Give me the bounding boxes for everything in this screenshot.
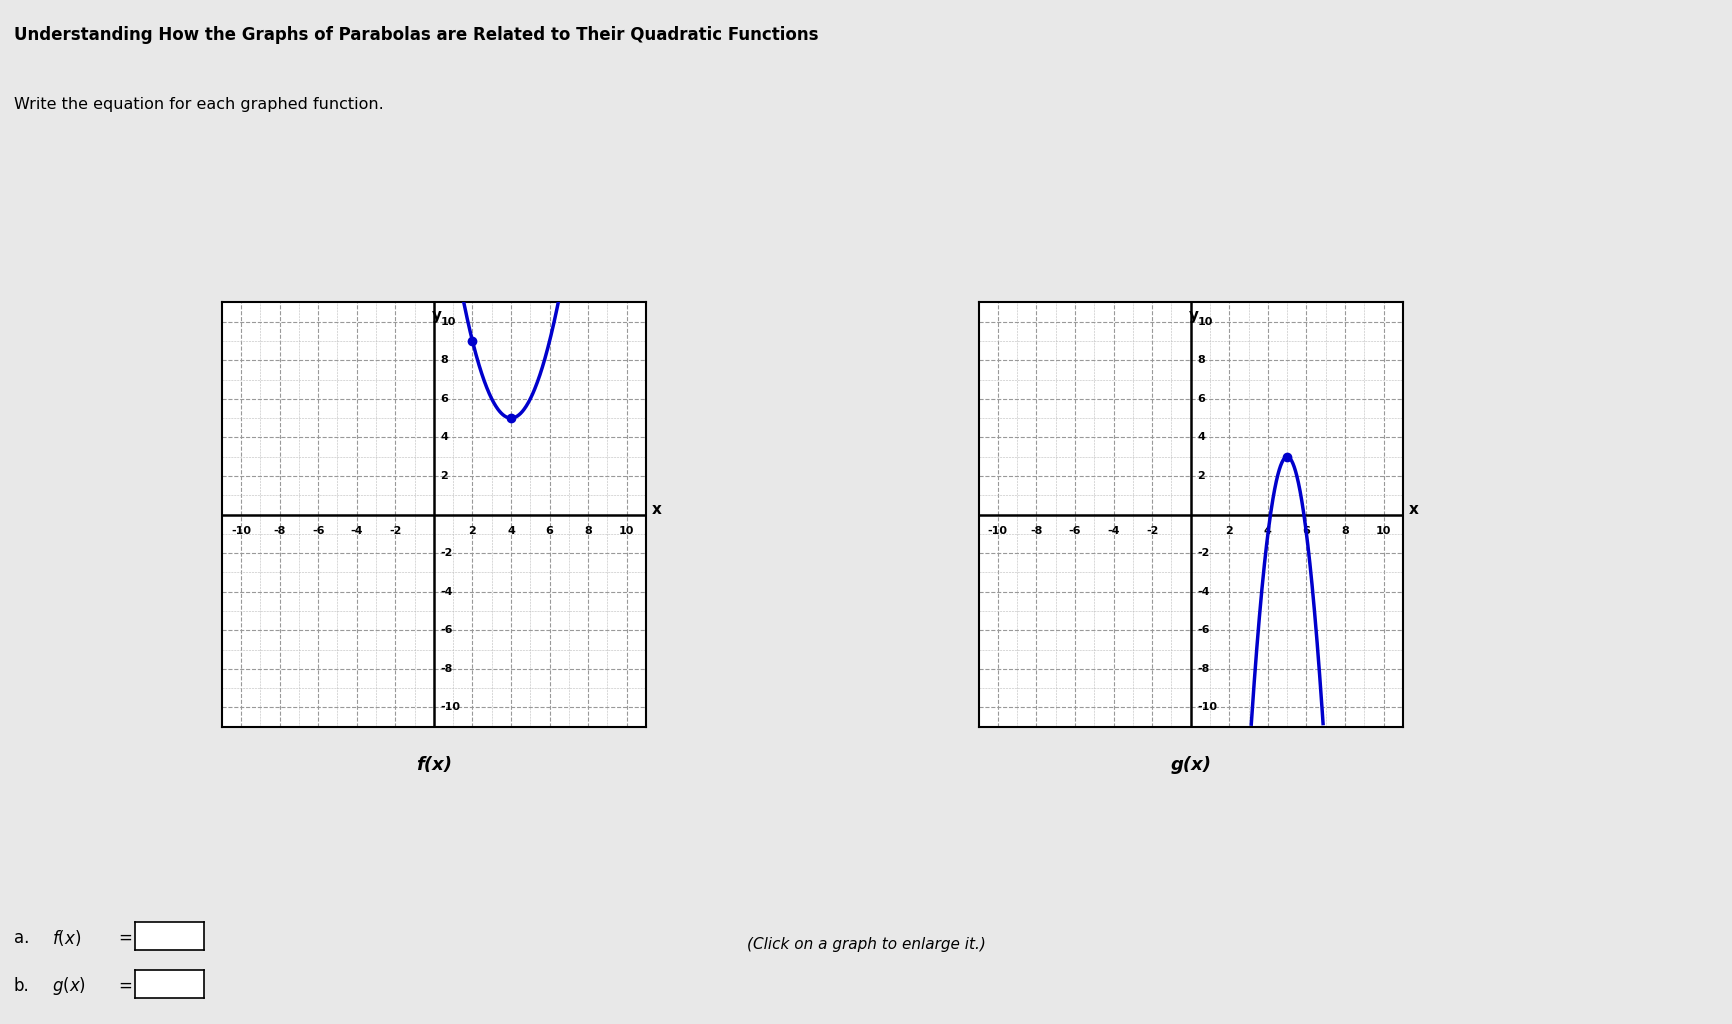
Text: -6: -6	[312, 526, 324, 537]
Text: a.: a.	[14, 929, 29, 947]
Text: -8: -8	[1031, 526, 1043, 537]
Text: x: x	[1408, 502, 1419, 517]
Text: -6: -6	[1069, 526, 1081, 537]
Text: 10: 10	[618, 526, 634, 537]
Text: Understanding How the Graphs of Parabolas are Related to Their Quadratic Functio: Understanding How the Graphs of Parabola…	[14, 26, 818, 44]
Text: x: x	[651, 502, 662, 517]
Text: $g(x)$: $g(x)$	[52, 975, 87, 997]
Text: Write the equation for each graphed function.: Write the equation for each graphed func…	[14, 97, 383, 113]
Text: -10: -10	[230, 526, 251, 537]
Text: $f(x)$: $f(x)$	[52, 928, 81, 948]
Text: f(x): f(x)	[416, 757, 452, 774]
Text: =: =	[118, 977, 132, 995]
Text: -6: -6	[1197, 626, 1211, 635]
Text: 2: 2	[1226, 526, 1233, 537]
Text: -4: -4	[1197, 587, 1211, 597]
Text: 4: 4	[440, 432, 449, 442]
Text: b.: b.	[14, 977, 29, 995]
Text: -10: -10	[987, 526, 1008, 537]
Text: 10: 10	[1375, 526, 1391, 537]
Text: -8: -8	[440, 664, 454, 674]
Text: 6: 6	[546, 526, 554, 537]
Text: g(x): g(x)	[1171, 757, 1211, 774]
Text: 6: 6	[1197, 394, 1205, 403]
Text: 6: 6	[1302, 526, 1311, 537]
Text: 4: 4	[1197, 432, 1205, 442]
Text: y: y	[433, 308, 442, 324]
Text: 8: 8	[584, 526, 592, 537]
Text: (Click on a graph to enlarge it.): (Click on a graph to enlarge it.)	[746, 937, 986, 952]
Text: -10: -10	[440, 702, 461, 713]
Text: 2: 2	[1197, 471, 1205, 481]
Text: -2: -2	[390, 526, 402, 537]
Text: 6: 6	[440, 394, 449, 403]
Text: 8: 8	[1341, 526, 1349, 537]
Text: 4: 4	[1264, 526, 1271, 537]
Text: y: y	[1190, 308, 1199, 324]
Text: -8: -8	[274, 526, 286, 537]
Text: -10: -10	[1197, 702, 1218, 713]
Text: -8: -8	[1197, 664, 1211, 674]
Text: -2: -2	[1197, 548, 1211, 558]
Text: -4: -4	[440, 587, 454, 597]
Text: -4: -4	[350, 526, 364, 537]
Text: 2: 2	[440, 471, 449, 481]
Text: -6: -6	[440, 626, 454, 635]
Text: -2: -2	[440, 548, 454, 558]
Text: 8: 8	[1197, 355, 1205, 366]
Text: -2: -2	[1147, 526, 1159, 537]
Text: -4: -4	[1107, 526, 1121, 537]
Text: 10: 10	[1197, 316, 1212, 327]
Text: 2: 2	[469, 526, 476, 537]
Text: 8: 8	[440, 355, 449, 366]
Text: =: =	[118, 929, 132, 947]
Text: 10: 10	[440, 316, 456, 327]
Text: 4: 4	[507, 526, 514, 537]
